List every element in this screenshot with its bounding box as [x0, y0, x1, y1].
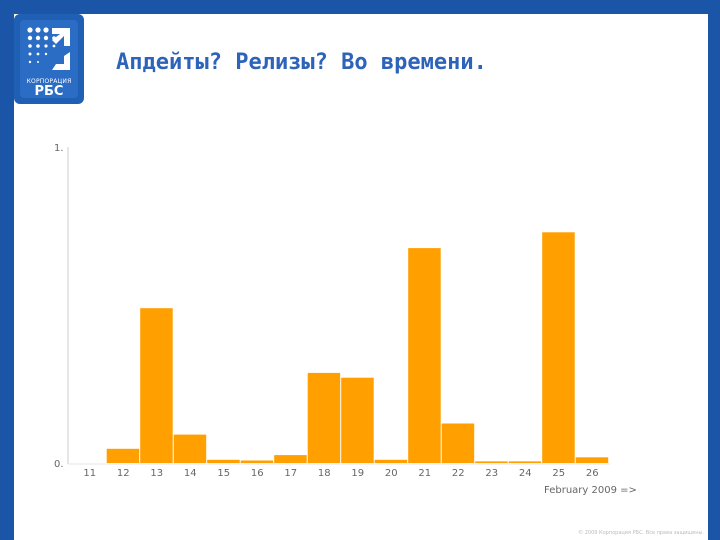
- x-tick-label: 19: [351, 468, 364, 479]
- y-tick-label: 1.: [54, 143, 64, 154]
- bar: [173, 434, 207, 463]
- x-tick-label: 26: [586, 468, 599, 479]
- bar: [106, 448, 140, 463]
- x-tick-label: 13: [150, 468, 163, 479]
- bar: [408, 248, 441, 463]
- logo-wordmark: РБС: [34, 84, 64, 99]
- x-tick-label: 22: [452, 468, 465, 479]
- bar: [542, 232, 575, 463]
- bar: [341, 377, 374, 463]
- bar: [140, 308, 173, 463]
- bar: [374, 459, 408, 463]
- bar: [475, 461, 508, 463]
- y-tick-label: 0.: [54, 459, 64, 470]
- x-tick-label: 21: [418, 468, 431, 479]
- x-tick-label: 12: [117, 468, 130, 479]
- x-tick-label: 16: [251, 468, 264, 479]
- x-tick-label: 14: [184, 468, 197, 479]
- company-logo: КОРПОРАЦИЯ РБС: [14, 14, 84, 104]
- logo-panel: КОРПОРАЦИЯ РБС: [20, 20, 78, 99]
- x-tick-label: 23: [485, 468, 498, 479]
- footer-copyright: © 2009 Корпорация РБС. Все права защищен…: [578, 530, 704, 536]
- bar: [240, 460, 274, 463]
- x-tick-label: 25: [552, 468, 565, 479]
- x-tick-label: 11: [83, 468, 96, 479]
- bar: [441, 423, 475, 463]
- x-tick-label: 17: [284, 468, 297, 479]
- bar: [508, 461, 542, 463]
- bar: [307, 372, 341, 463]
- bar: [207, 459, 240, 463]
- bar: [575, 457, 609, 463]
- logo-dots-icon: [27, 27, 70, 70]
- x-tick-label: 15: [217, 468, 230, 479]
- page-title: Апдейты? Релизы? Во времени.: [116, 50, 487, 75]
- x-tick-label: 20: [385, 468, 398, 479]
- x-tick-label: 18: [318, 468, 331, 479]
- logo-caption: КОРПОРАЦИЯ: [26, 78, 72, 85]
- bar: [274, 455, 307, 463]
- x-axis-label: February 2009 =>: [544, 485, 637, 496]
- x-tick-label: 24: [519, 468, 532, 479]
